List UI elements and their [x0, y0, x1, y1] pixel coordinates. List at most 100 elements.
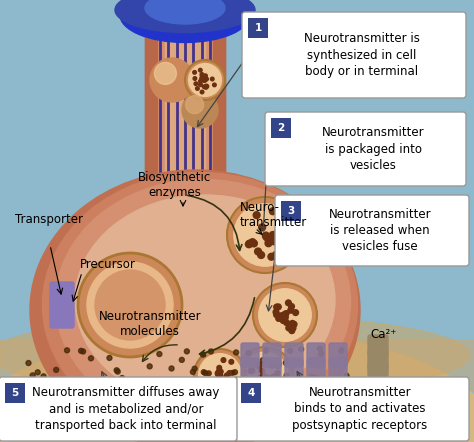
Circle shape [194, 82, 198, 85]
Circle shape [215, 371, 220, 376]
Circle shape [157, 351, 162, 357]
Circle shape [199, 354, 241, 396]
Text: Neuro-
transmitter: Neuro- transmitter [240, 201, 307, 229]
Circle shape [89, 356, 93, 361]
Circle shape [288, 348, 292, 353]
Circle shape [41, 374, 46, 379]
Circle shape [205, 77, 209, 81]
Ellipse shape [0, 330, 474, 442]
Circle shape [274, 304, 280, 310]
Circle shape [210, 77, 214, 81]
Text: Transporter: Transporter [15, 213, 83, 226]
Circle shape [199, 69, 202, 72]
Circle shape [271, 375, 275, 380]
Circle shape [155, 62, 176, 84]
FancyBboxPatch shape [5, 383, 25, 403]
Circle shape [289, 328, 295, 334]
Circle shape [184, 349, 189, 354]
Circle shape [283, 360, 288, 366]
Circle shape [204, 74, 207, 77]
Circle shape [250, 240, 257, 247]
Circle shape [260, 376, 265, 381]
Circle shape [200, 76, 203, 80]
Circle shape [309, 358, 314, 363]
Circle shape [107, 355, 112, 360]
FancyBboxPatch shape [165, 0, 205, 230]
Circle shape [264, 348, 268, 353]
Circle shape [203, 78, 207, 82]
Ellipse shape [210, 220, 340, 420]
Circle shape [230, 370, 235, 375]
Circle shape [150, 58, 194, 102]
Circle shape [149, 379, 154, 384]
Circle shape [167, 383, 173, 388]
Circle shape [217, 366, 221, 370]
Circle shape [87, 262, 173, 348]
Circle shape [30, 373, 35, 378]
Circle shape [78, 253, 182, 357]
FancyBboxPatch shape [281, 201, 301, 221]
Circle shape [313, 384, 319, 389]
Circle shape [255, 248, 262, 255]
Circle shape [219, 369, 223, 374]
Text: Precursor: Precursor [80, 259, 136, 271]
Ellipse shape [115, 0, 255, 33]
Circle shape [35, 370, 40, 375]
Circle shape [246, 240, 253, 247]
FancyBboxPatch shape [0, 377, 237, 441]
Circle shape [191, 370, 195, 374]
Circle shape [260, 358, 265, 363]
Text: 5: 5 [11, 388, 18, 398]
FancyBboxPatch shape [271, 118, 291, 138]
Circle shape [227, 371, 232, 375]
Circle shape [299, 347, 304, 352]
Circle shape [185, 60, 225, 100]
FancyBboxPatch shape [241, 383, 261, 403]
Circle shape [81, 349, 86, 354]
Circle shape [273, 312, 280, 318]
Circle shape [265, 380, 270, 385]
Circle shape [81, 381, 86, 385]
Circle shape [255, 377, 260, 382]
Circle shape [280, 313, 286, 319]
Circle shape [259, 224, 265, 231]
FancyBboxPatch shape [153, 0, 217, 230]
FancyBboxPatch shape [307, 343, 325, 367]
Circle shape [79, 348, 83, 353]
Circle shape [249, 239, 256, 246]
FancyBboxPatch shape [285, 358, 303, 382]
Circle shape [290, 320, 295, 326]
Circle shape [318, 346, 322, 351]
Circle shape [261, 377, 265, 382]
Circle shape [190, 381, 195, 386]
Circle shape [273, 374, 278, 379]
Circle shape [204, 86, 208, 89]
Ellipse shape [55, 179, 350, 424]
Circle shape [259, 368, 264, 373]
Circle shape [166, 383, 171, 388]
Ellipse shape [145, 0, 225, 24]
Circle shape [283, 311, 289, 316]
Circle shape [213, 83, 216, 87]
Circle shape [262, 381, 267, 385]
Circle shape [201, 74, 204, 78]
Circle shape [319, 351, 324, 356]
FancyBboxPatch shape [329, 343, 347, 367]
Circle shape [281, 234, 288, 240]
Circle shape [196, 87, 199, 90]
Circle shape [288, 307, 293, 313]
FancyBboxPatch shape [368, 335, 388, 355]
Circle shape [260, 382, 265, 387]
Circle shape [213, 385, 218, 391]
FancyBboxPatch shape [235, 377, 469, 441]
Circle shape [199, 80, 202, 83]
Circle shape [194, 349, 246, 401]
Polygon shape [80, 200, 290, 310]
FancyBboxPatch shape [50, 310, 74, 328]
Circle shape [192, 366, 197, 371]
Circle shape [281, 381, 285, 386]
Circle shape [225, 373, 229, 378]
Circle shape [246, 241, 252, 248]
Circle shape [257, 362, 263, 367]
Circle shape [260, 385, 265, 390]
